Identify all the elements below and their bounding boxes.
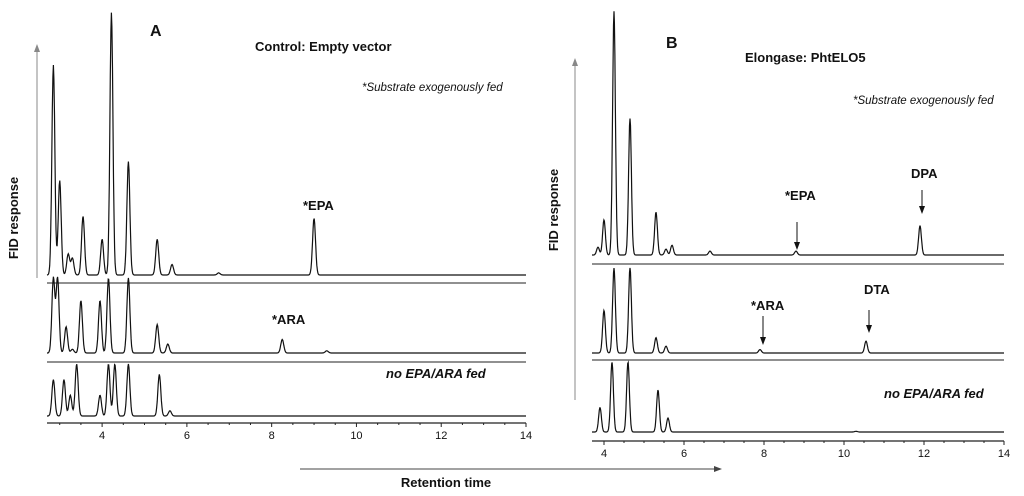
panel-b-label-dpa: DPA [911,166,938,181]
panel-b-label-epa: *EPA [785,188,816,203]
panel-a-note: *Substrate exogenously fed [362,82,503,94]
x-tick-label: 12 [918,448,930,460]
panel-b-trace-epa [592,11,1004,256]
panel-a-x-ticks: 4 6 8 10 12 14 [59,423,532,442]
y-axis-arrowhead-b [572,58,578,66]
x-tick-label: 8 [269,430,275,442]
panel-a-label-ara: *ARA [272,312,306,327]
y-axis-arrowhead-a [34,44,40,52]
panel-a-trace-epa [46,12,526,276]
x-tick-label: 10 [838,448,850,460]
panel-b-x-ticks: 4 6 8 10 12 14 [601,441,1010,460]
panel-b-title: Elongase: PhtELO5 [745,50,866,65]
x-tick-label: 4 [99,430,105,442]
panel-b-label-dta: DTA [864,282,890,297]
panel-b-trace-none [592,360,1004,433]
x-tick-label: 6 [184,430,190,442]
panel-b-label-ara: *ARA [751,298,785,313]
y-axis-label-a: FID response [6,177,21,259]
arrow-dpa-b [919,190,925,214]
panel-b-trace-ara [592,267,1004,354]
x-tick-label: 14 [520,430,532,442]
arrow-dta-b [866,310,872,333]
arrow-epa-b [794,222,800,250]
arrow-ara-b [760,316,766,345]
panel-a-title: Control: Empty vector [255,39,392,54]
x-axis-label: Retention time [401,475,491,490]
panel-a-label-none: no EPA/ARA fed [386,366,487,381]
y-axis-label-b: FID response [546,169,561,251]
x-tick-label: 12 [435,430,447,442]
panel-a-trace-ara [47,276,526,354]
x-tick-label: 8 [761,448,767,460]
panel-b-letter: B [666,35,678,52]
panel-a-trace-none [47,363,526,417]
x-tick-label: 14 [998,448,1010,460]
x-tick-label: 6 [681,448,687,460]
x-tick-label: 4 [601,448,607,460]
panel-b-note: *Substrate exogenously fed [853,95,994,107]
x-axis-arrowhead [714,466,722,472]
panel-a-letter: A [150,23,162,40]
panel-a-label-epa: *EPA [303,198,334,213]
panel-b-label-none: no EPA/ARA fed [884,386,985,401]
x-tick-label: 10 [350,430,362,442]
